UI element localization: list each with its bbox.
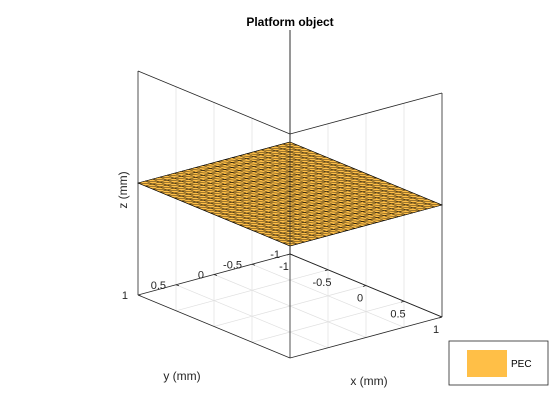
axes-edge-1 — [289, 316, 443, 359]
x-tick-label-1: -0.5 — [313, 277, 332, 289]
y-tick-2 — [213, 274, 218, 276]
z-axis-label: z (mm) — [116, 171, 130, 208]
axes-edge-5 — [137, 70, 291, 135]
x-axis-ticks: -1 -0.5 0 0.5 1 — [279, 253, 443, 336]
y-tick-label-3: 0.5 — [151, 280, 166, 292]
y-tick-3 — [175, 284, 180, 287]
x-tick-0 — [286, 253, 291, 256]
y-axis-label: y (mm) — [163, 369, 200, 383]
y-tick-label-0: -1 — [270, 249, 280, 261]
x-tick-label-3: 0.5 — [390, 308, 405, 320]
x-tick-2 — [362, 285, 367, 287]
y-tick-label-4: 1 — [122, 290, 128, 302]
y-tick-4 — [137, 294, 142, 297]
x-tick-3 — [400, 300, 405, 303]
y-tick-1 — [251, 263, 256, 266]
legend: PEC — [448, 340, 549, 386]
legend-label-pec: PEC — [511, 359, 532, 370]
chart-title: Platform object — [246, 15, 333, 29]
axes-edge-0 — [137, 294, 291, 359]
y-tick-0 — [289, 253, 294, 256]
legend-swatch-pec — [467, 350, 507, 377]
grid-floor-y-3 — [175, 284, 329, 349]
x-tick-1 — [324, 269, 329, 272]
x-tick-4 — [438, 316, 443, 319]
x-tick-label-0: -1 — [279, 261, 289, 273]
x-tick-label-4: 1 — [433, 324, 439, 336]
x-axis-label: x (mm) — [350, 374, 387, 388]
y-tick-label-1: -0.5 — [223, 259, 242, 271]
y-axis-ticks: -1 -0.5 0 0.5 1 — [122, 249, 294, 302]
y-tick-label-2: 0 — [198, 270, 204, 282]
x-tick-label-2: 0 — [357, 293, 363, 305]
axes-edge-6 — [289, 92, 443, 135]
